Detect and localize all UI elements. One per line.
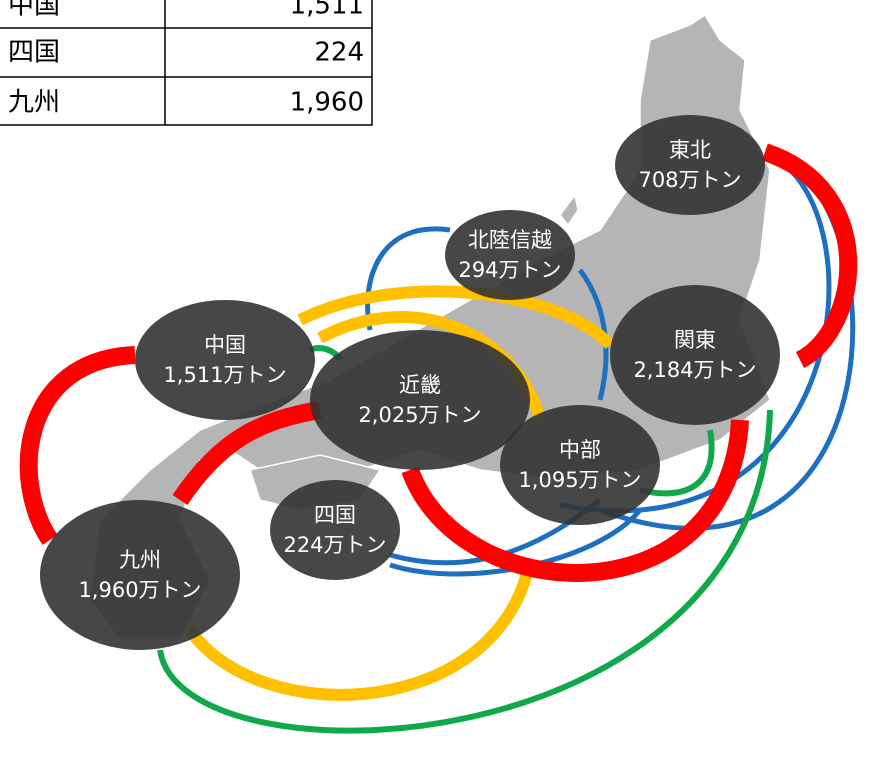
region-node	[135, 300, 315, 420]
region-node	[310, 330, 530, 470]
region-amount: 1,960万トン	[78, 578, 201, 602]
region-node	[445, 210, 575, 300]
table	[0, 0, 373, 126]
region-name: 近畿	[399, 373, 441, 397]
region-amount: 2,184万トン	[633, 358, 756, 382]
region-node	[270, 480, 400, 580]
region-name: 東北	[669, 138, 711, 162]
table-cell: 1,511	[290, 0, 364, 21]
region-node	[500, 405, 660, 525]
region-amount: 708万トン	[638, 168, 741, 192]
region-amount: 1,095万トン	[518, 468, 641, 492]
region-amount: 294万トン	[458, 258, 561, 282]
region-name: 北陸信越	[468, 228, 552, 252]
table-cell: 九州	[8, 88, 60, 118]
region-name: 中国	[204, 333, 246, 357]
table-frame	[0, 0, 373, 126]
region-node	[610, 285, 780, 425]
region-amount: 224万トン	[283, 533, 386, 557]
region-name: 四国	[314, 503, 356, 527]
region-name: 関東	[674, 328, 716, 352]
table-cell: 四国	[8, 38, 60, 68]
table-rows: 中国 1,511 四国 224 九州 1,960	[8, 0, 364, 118]
region-amount: 1,511万トン	[163, 363, 286, 387]
region-name: 中部	[559, 438, 601, 462]
region-amount: 2,025万トン	[358, 403, 481, 427]
table-cell: 中国	[8, 0, 60, 21]
region-node	[615, 115, 765, 215]
region-node	[40, 500, 240, 650]
region-name: 九州	[119, 548, 161, 572]
table-cell: 224	[314, 38, 364, 68]
table-cell: 1,960	[290, 88, 364, 118]
